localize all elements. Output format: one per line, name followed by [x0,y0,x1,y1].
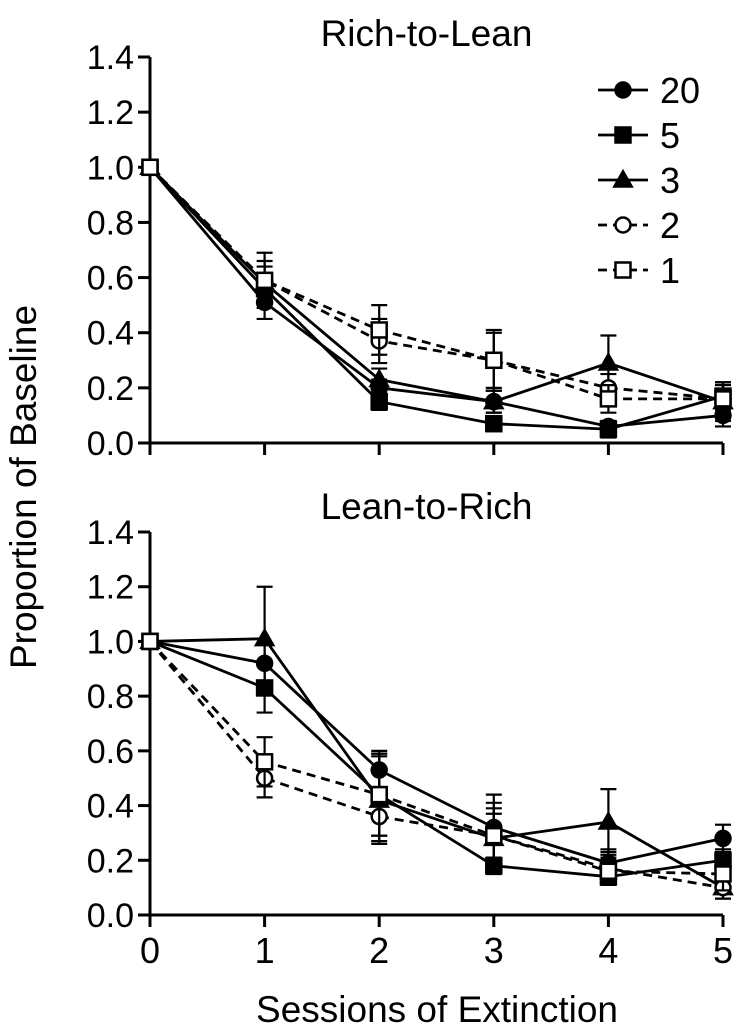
data-point [714,829,732,848]
data-point [141,632,159,651]
x-tick-label: 2 [369,930,389,971]
series-line [149,640,724,879]
data-point [597,810,620,830]
x-tick-label: 3 [484,930,504,971]
y-tick-label: 1.4 [87,39,134,77]
series-line [149,166,724,401]
data-point [255,753,274,771]
data-point [370,321,388,339]
x-tick-label: 1 [255,930,275,971]
data-point [370,785,388,804]
series-3 [139,585,734,900]
legend-label: 3 [660,160,680,201]
series-line [149,640,724,865]
data-point [714,390,732,408]
y-tick-label: 1.0 [87,149,134,187]
panel-rich-to-lean: Rich-to-Lean 0.0 0.2 0.4 0.6 0.8 1.0 1.2 1.4 2053… [87,13,734,463]
legend-marker [614,261,632,279]
y-axis-title: Proportion of Baseline [3,305,44,669]
data-point [253,627,276,647]
y-tick-label: 0.0 [87,425,134,463]
series-line [149,166,724,404]
y-tick-label: 0.0 [87,897,134,935]
data-point [370,392,388,411]
y-tick-label: 1.0 [87,623,134,661]
series-20 [141,158,732,436]
legend-marker [612,168,634,188]
y-tick-label: 0.6 [87,733,134,771]
data-point [597,351,620,371]
x-axis-title: Sessions of Extinction [256,989,618,1030]
y-tick-label: 0.4 [87,788,134,826]
data-point [485,826,503,845]
y-tick-label: 0.6 [87,260,134,298]
data-point [368,368,390,388]
data-point [599,862,618,880]
legend-marker [614,126,632,144]
legend-label: 2 [660,205,680,246]
data-point [714,865,732,883]
legend-label: 20 [660,70,700,111]
chart-title: Rich-to-Lean [321,13,533,54]
y-tick-label: 0.2 [87,370,134,408]
series-line [148,640,724,876]
data-point [599,420,618,438]
y-tick-label: 0.8 [87,204,134,242]
legend-label: 5 [660,115,680,156]
y-tick-label: 0.4 [87,315,134,353]
x-tick-label: 4 [598,930,618,971]
legend-marker [614,216,632,234]
data-point [485,414,503,433]
y-tick-label: 0.8 [87,678,134,716]
data-point [141,158,159,177]
x-tick-label: 0 [140,930,160,971]
data-point [599,390,618,408]
data-point [483,390,505,410]
series-line [149,637,724,889]
series-1 [141,158,732,417]
y-tick-label: 1.2 [87,94,134,132]
y-tick-label: 1.2 [87,569,134,607]
series-line [149,166,723,401]
y-tick-label: 0.2 [87,842,134,880]
panel-lean-to-rich: Lean-to-Rich 0.0 0.2 0.4 0.6 0.8 1.0 1.2 1.4 0 1 2 3… [87,486,734,971]
chart-title: Lean-to-Rich [321,486,533,527]
legend-marker [614,81,632,99]
series-5 [141,632,732,887]
series-1 [141,632,732,892]
series-line [148,166,724,431]
legend-label: 1 [660,250,680,291]
series-line [148,640,724,890]
series-3 [139,156,734,423]
series-line [148,166,724,428]
data-point [485,351,503,370]
data-point [255,271,274,290]
x-tick-label: 5 [713,930,733,971]
y-tick-label: 1.4 [87,514,134,552]
